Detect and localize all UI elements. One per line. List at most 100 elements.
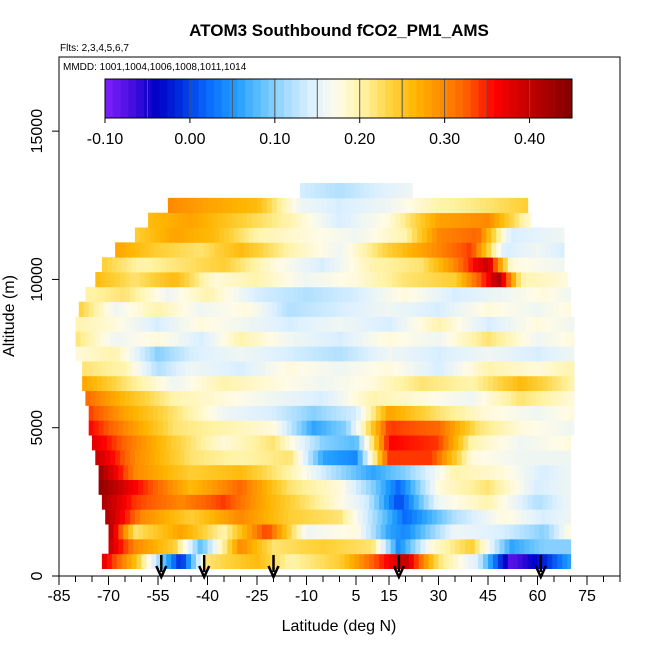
heatmap-cell bbox=[191, 375, 197, 392]
heatmap-cell bbox=[194, 449, 200, 466]
heatmap-cell bbox=[85, 390, 91, 406]
heatmap-cell bbox=[476, 509, 482, 525]
heatmap-cell bbox=[143, 464, 149, 481]
heatmap-cell bbox=[288, 390, 294, 406]
heatmap-cell bbox=[167, 479, 174, 495]
heatmap-cell bbox=[426, 509, 433, 525]
heatmap-cell bbox=[489, 464, 496, 481]
heatmap-cell bbox=[459, 464, 466, 481]
heatmap-cell bbox=[323, 509, 329, 525]
heatmap-cell bbox=[519, 405, 525, 421]
heatmap-cell bbox=[431, 346, 438, 362]
colorbar-swatch bbox=[307, 79, 316, 118]
heatmap-cell bbox=[153, 301, 159, 317]
heatmap-cell bbox=[154, 242, 161, 258]
heatmap-cell bbox=[314, 375, 321, 392]
colorbar-swatch bbox=[252, 79, 262, 118]
heatmap-cell bbox=[260, 494, 266, 510]
heatmap-cell bbox=[283, 331, 289, 347]
heatmap-cell bbox=[428, 375, 435, 392]
heatmap-cell bbox=[273, 449, 280, 466]
heatmap-cell bbox=[285, 375, 291, 392]
heatmap-cell bbox=[308, 509, 314, 525]
heatmap-cell bbox=[197, 301, 204, 317]
colorbar-swatch bbox=[346, 79, 355, 118]
heatmap-cell bbox=[258, 346, 265, 362]
heatmap-cell bbox=[441, 286, 448, 303]
heatmap-cell bbox=[143, 405, 149, 421]
heatmap-cell bbox=[323, 316, 329, 332]
heatmap-cell bbox=[511, 286, 517, 303]
heatmap-cell bbox=[479, 212, 486, 228]
heatmap-cell bbox=[346, 479, 352, 495]
heatmap-cell bbox=[496, 242, 502, 258]
heatmap-cell bbox=[504, 301, 511, 317]
heatmap-cell bbox=[461, 272, 468, 288]
heatmap-cell bbox=[306, 197, 313, 214]
heatmap-cell bbox=[529, 524, 535, 540]
heatmap-cell bbox=[238, 242, 245, 258]
heatmap-cell bbox=[222, 464, 228, 481]
heatmap-cell bbox=[359, 435, 365, 451]
heatmap-cell bbox=[121, 257, 128, 273]
colorbar-swatch bbox=[470, 79, 480, 118]
heatmap-cell bbox=[481, 449, 487, 466]
heatmap-cell bbox=[205, 375, 212, 392]
heatmap-cell bbox=[162, 212, 169, 228]
heatmap-cell bbox=[329, 360, 336, 377]
heatmap-cell bbox=[517, 494, 524, 510]
heatmap-cell bbox=[402, 390, 408, 406]
heatmap-cell bbox=[473, 435, 479, 451]
heatmap-cell bbox=[443, 257, 449, 273]
heatmap-cell bbox=[476, 316, 482, 332]
heatmap-cell bbox=[431, 331, 438, 347]
heatmap-cell bbox=[215, 494, 222, 510]
heatmap-cell bbox=[271, 464, 278, 481]
heatmap-cell bbox=[507, 375, 514, 392]
heatmap-cell bbox=[537, 435, 544, 451]
heatmap-cell bbox=[499, 301, 506, 317]
heatmap-cell bbox=[469, 538, 476, 555]
heatmap-cell bbox=[100, 272, 106, 288]
heatmap-cell bbox=[179, 449, 185, 466]
heatmap-cell bbox=[101, 360, 108, 377]
heatmap-cell bbox=[455, 479, 461, 495]
heatmap-cell bbox=[491, 449, 497, 466]
heatmap-cell bbox=[308, 286, 314, 303]
heatmap-cell bbox=[189, 346, 195, 362]
heatmap-cell bbox=[248, 242, 255, 258]
heatmap-cell bbox=[359, 494, 365, 510]
colorbar-swatch bbox=[105, 79, 114, 118]
heatmap-cell bbox=[481, 272, 487, 288]
heatmap-cell bbox=[512, 360, 519, 377]
heatmap-cell bbox=[525, 272, 532, 288]
heatmap-cell bbox=[450, 479, 456, 495]
heatmap-cell bbox=[214, 242, 220, 258]
heatmap-cell bbox=[506, 242, 512, 258]
heatmap-cell bbox=[468, 435, 474, 451]
heatmap-cell bbox=[118, 301, 124, 317]
heatmap-cell bbox=[540, 227, 547, 243]
heatmap-cell bbox=[306, 301, 313, 317]
heatmap-cell bbox=[258, 286, 265, 303]
heatmap-cell bbox=[375, 538, 382, 555]
heatmap-cell bbox=[549, 405, 555, 421]
heatmap-cell bbox=[105, 316, 111, 332]
heatmap-cell bbox=[237, 405, 243, 421]
heatmap-cell bbox=[151, 553, 157, 569]
heatmap-cell bbox=[169, 272, 176, 288]
heatmap-cell bbox=[252, 524, 258, 540]
x-axis: -85 -70 -55 -40 -25 -10 5 15 30 45 60 75 bbox=[47, 576, 621, 605]
heatmap-cell bbox=[522, 494, 529, 510]
heatmap-cell bbox=[527, 257, 534, 273]
heatmap-cell bbox=[149, 346, 156, 362]
heatmap-cell bbox=[270, 375, 276, 392]
heatmap-cell bbox=[105, 286, 111, 303]
heatmap-cell bbox=[271, 538, 278, 555]
heatmap-cell bbox=[324, 553, 331, 569]
heatmap-cell bbox=[346, 464, 352, 481]
heatmap-cell bbox=[276, 479, 283, 495]
heatmap-cell bbox=[402, 346, 408, 362]
heatmap-cell bbox=[169, 331, 176, 347]
heatmap-cell bbox=[116, 360, 123, 377]
